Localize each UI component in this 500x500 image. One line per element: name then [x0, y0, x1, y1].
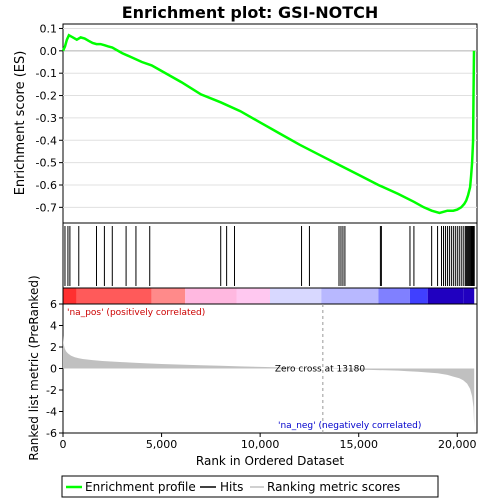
- es-y-tick-label: -0.3: [36, 112, 57, 125]
- negative-correlation-label: 'na_neg' (negatively correlated): [278, 421, 421, 431]
- es-panel: 0.1 0.0 -0.1 -0.2 -0.3 -0.4 -0.5 -0.6 -0.7 Enric…: [13, 22, 478, 224]
- heatmap-segment: [63, 288, 77, 304]
- x-axis-label: Rank in Ordered Dataset: [196, 454, 344, 468]
- x-tick-label: 5,000: [146, 438, 178, 451]
- es-y-tick-label: -0.1: [36, 67, 57, 80]
- metric-y-tick-label: 0: [50, 363, 57, 376]
- es-y-tick-label: -0.2: [36, 90, 57, 103]
- heatmap-segment: [321, 288, 379, 304]
- legend-ranking-metric-label: Ranking metric scores: [267, 480, 400, 494]
- chart-title: Enrichment plot: GSI-NOTCH: [122, 3, 379, 22]
- heatmap-segment: [151, 288, 186, 304]
- es-grid: [63, 27, 477, 208]
- es-y-tick-label: -0.4: [36, 134, 57, 147]
- es-y-axis-label: Enrichment score (ES): [13, 51, 28, 196]
- metric-y-tick-label: -4: [46, 406, 57, 419]
- zero-cross-label: Zero cross at 13180: [275, 365, 366, 375]
- metric-panel: 6 4 2 0 -2 -4 -6 0 5,000 10,000 15,000 20,000 'na_…: [27, 275, 478, 468]
- metric-y-ticks: 6 4 2 0 -2 -4 -6: [46, 298, 63, 440]
- es-y-tick-label: -0.6: [36, 179, 57, 192]
- heatmap-segment: [236, 288, 270, 304]
- hits-panel: [62, 222, 478, 289]
- x-tick-label: 15,000: [339, 438, 378, 451]
- legend-enrichment-profile-label: Enrichment profile: [85, 480, 196, 494]
- metric-y-axis-label: Ranked list metric (PreRanked): [27, 275, 41, 460]
- metric-y-tick-label: 6: [50, 298, 57, 311]
- x-tick-label: 0: [60, 438, 67, 451]
- es-y-tick-label: 0.0: [40, 45, 58, 58]
- heatmap-segments: [63, 288, 475, 304]
- metric-y-tick-label: 4: [50, 320, 57, 333]
- es-y-tick-label: 0.1: [40, 22, 58, 35]
- rank-heatmap-bar: [62, 287, 478, 305]
- legend: Enrichment profile Hits Ranking metric s…: [61, 475, 439, 498]
- heatmap-segment: [76, 288, 152, 304]
- heatmap-segment: [427, 288, 464, 304]
- metric-y-tick-label: -6: [46, 427, 57, 440]
- legend-hits-label: Hits: [220, 480, 243, 494]
- enrichment-profile-line: [61, 33, 476, 215]
- heatmap-segment: [463, 288, 475, 304]
- heatmap-segment: [378, 288, 410, 304]
- heatmap-segment: [409, 288, 428, 304]
- metric-x-ticks: 0 5,000 10,000 15,000 20,000: [60, 433, 477, 451]
- heatmap-segment: [185, 288, 237, 304]
- x-tick-label: 20,000: [438, 438, 477, 451]
- heatmap-segment: [270, 288, 322, 304]
- hits-panel-frame: [62, 222, 478, 289]
- hit-marks: [64, 226, 475, 286]
- positive-correlation-label: 'na_pos' (positively correlated): [67, 308, 205, 318]
- es-y-ticks: 0.1 0.0 -0.1 -0.2 -0.3 -0.4 -0.5 -0.6 -0.7: [36, 22, 63, 214]
- x-tick-label: 10,000: [241, 438, 280, 451]
- metric-y-tick-label: 2: [50, 341, 57, 354]
- es-y-tick-label: -0.5: [36, 157, 57, 170]
- es-y-tick-label: -0.7: [36, 201, 57, 214]
- metric-y-tick-label: -2: [46, 384, 57, 397]
